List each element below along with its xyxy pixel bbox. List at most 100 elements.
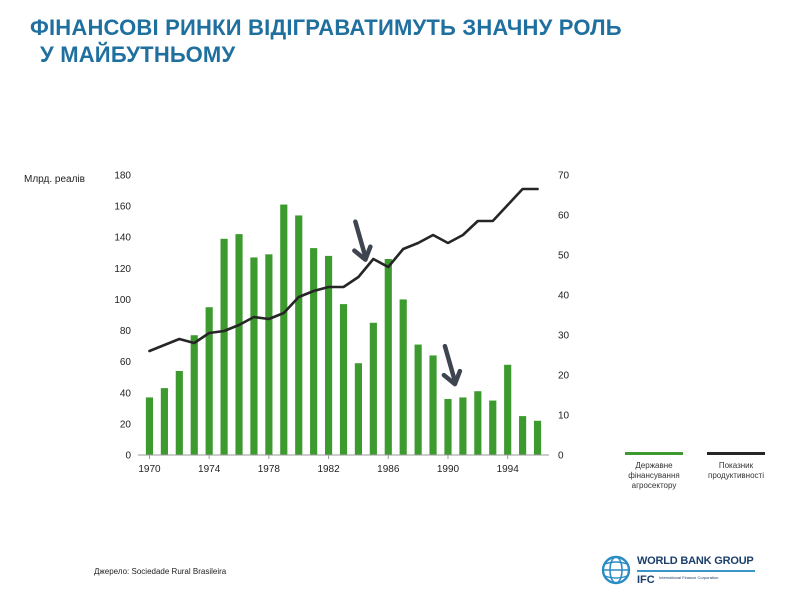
- line-point-1984: [357, 276, 360, 278]
- annotations: [352, 219, 463, 387]
- axes: 0 20 40 60 80 100 120 140 160 180 0 10 20 30 40 50 60 70 1…: [114, 171, 569, 476]
- arrow-head: [352, 244, 373, 262]
- x-tick-label: 1974: [198, 464, 221, 475]
- legend-item-funding: Державне фінансування агросектору: [616, 452, 692, 491]
- bar-1990: [444, 399, 452, 455]
- logo-sub-brand: IFC: [637, 574, 655, 586]
- line-point-1994: [506, 204, 509, 206]
- line-point-1974: [208, 332, 210, 334]
- legend-label-productivity: Показник продуктивності: [707, 461, 764, 480]
- bar-1975: [220, 238, 228, 455]
- line-point-1996: [536, 188, 539, 190]
- bar-1982: [324, 255, 333, 455]
- globe-icon: [601, 555, 631, 585]
- left-tick-label: 120: [114, 264, 131, 275]
- line-point-1987: [402, 248, 405, 250]
- right-tick-label: 0: [558, 451, 564, 462]
- right-tick-label: 50: [558, 251, 570, 262]
- line-point-1993: [491, 220, 494, 222]
- left-tick-label: 20: [120, 419, 132, 430]
- line-point-1983: [342, 286, 345, 288]
- right-tick-label: 70: [558, 171, 570, 182]
- bar-1981: [310, 248, 318, 455]
- bar-1995: [519, 416, 527, 455]
- left-tick-label: 140: [114, 233, 131, 244]
- title-line-2: У МАЙБУТНЬОМУ: [40, 42, 236, 67]
- down-arrow-icon: [441, 343, 463, 387]
- line-point-1972: [178, 338, 181, 340]
- line-point-1971: [163, 344, 166, 346]
- line-point-1980: [297, 296, 300, 298]
- title-line-1: ФІНАНСОВІ РИНКИ ВІДІГРАВАТИМУТЬ ЗНАЧНУ Р…: [30, 15, 622, 40]
- bar-1989: [429, 355, 437, 455]
- bar-1970: [145, 397, 154, 455]
- bar-1992: [474, 391, 482, 455]
- line-point-1992: [477, 220, 479, 222]
- bar-1978: [265, 254, 273, 455]
- bar-1977: [250, 257, 258, 455]
- legend-swatch-productivity: [707, 452, 765, 455]
- line-point-1995: [521, 188, 524, 190]
- left-tick-label: 100: [114, 295, 131, 306]
- bar-1986: [384, 259, 392, 455]
- down-arrow-icon: [352, 219, 373, 262]
- line-point-1976: [238, 324, 240, 326]
- left-axis-label: Млрд. реалів: [24, 174, 85, 185]
- x-tick-label: 1994: [497, 464, 520, 475]
- legend-label-funding: Державне фінансування агросектору: [628, 461, 680, 490]
- bar-1985: [369, 322, 377, 455]
- world-bank-group-logo: WORLD BANK GROUP IFC International Finan…: [597, 550, 767, 592]
- x-tick-label: 1978: [258, 464, 281, 475]
- x-tick-label: 1970: [138, 464, 161, 475]
- bar-1994: [504, 364, 512, 455]
- bar-1973: [190, 335, 198, 455]
- logo-sub-brand-caption: International Finance Corporation: [659, 575, 719, 580]
- line-point-1991: [462, 234, 464, 236]
- slide-title: ФІНАНСОВІ РИНКИ ВІДІГРАВАТИМУТЬ ЗНАЧНУ Р…: [30, 14, 622, 68]
- bar-1979: [280, 204, 288, 455]
- right-tick-label: 20: [558, 371, 570, 382]
- line-point-1981: [312, 290, 315, 292]
- line-point-1977: [253, 316, 255, 318]
- bar-1974: [205, 307, 213, 455]
- logo-divider: [637, 570, 755, 572]
- right-tick-label: 60: [558, 211, 570, 222]
- bar-1980: [295, 215, 303, 455]
- bar-1984: [354, 363, 362, 455]
- line-point-1970: [148, 350, 151, 352]
- line-series: [148, 187, 539, 353]
- bar-1971: [160, 388, 168, 455]
- right-tick-label: 10: [558, 411, 570, 422]
- arrow-shaft: [442, 343, 458, 384]
- left-tick-label: 80: [120, 326, 132, 337]
- source-note: Джерело: Sociedade Rural Brasileira: [94, 567, 227, 576]
- bar-1988: [414, 344, 422, 455]
- line-point-1989: [432, 234, 434, 236]
- left-tick-label: 160: [114, 202, 131, 213]
- bar-series: [145, 204, 542, 455]
- legend-swatch-funding: [625, 452, 683, 455]
- left-tick-label: 0: [125, 451, 131, 462]
- line-point-1990: [447, 242, 449, 244]
- bar-1976: [235, 234, 243, 455]
- line-point-1982: [327, 286, 330, 288]
- line-point-1986: [387, 266, 390, 268]
- line-point-1979: [283, 312, 285, 314]
- left-tick-label: 60: [120, 357, 132, 368]
- line-point-1973: [193, 342, 196, 344]
- line-point-1985: [372, 258, 375, 260]
- bar-1987: [399, 299, 407, 455]
- right-tick-label: 40: [558, 291, 570, 302]
- line-point-1975: [223, 330, 225, 332]
- right-tick-label: 30: [558, 331, 570, 342]
- legend-item-productivity: Показник продуктивності: [698, 452, 774, 481]
- line-point-1978: [268, 318, 270, 320]
- logo-brand: WORLD BANK GROUP: [637, 555, 754, 567]
- x-tick-label: 1986: [377, 464, 400, 475]
- left-tick-label: 180: [114, 171, 131, 182]
- x-tick-label: 1990: [437, 464, 460, 475]
- bar-1983: [339, 304, 348, 455]
- line-point-1988: [417, 242, 419, 244]
- arrow-head: [441, 368, 463, 387]
